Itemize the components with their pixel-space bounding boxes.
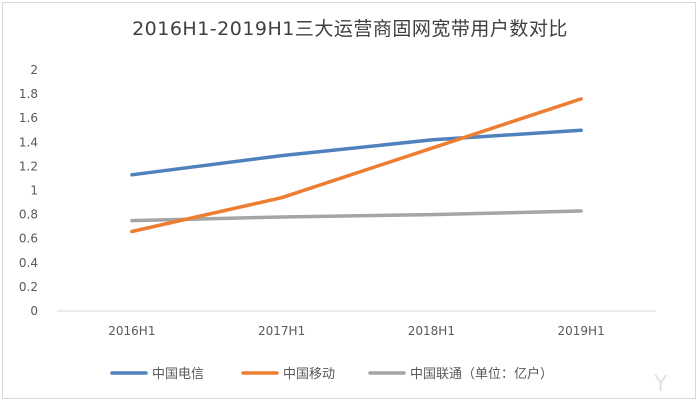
y-tick-label: 0.4 [19, 256, 38, 270]
y-tick-label: 0.8 [19, 208, 38, 222]
x-tick-label: 2019H1 [558, 324, 605, 338]
series-line [130, 97, 583, 234]
legend-label: 中国联通（单位：亿户） [410, 366, 553, 382]
series-line [130, 209, 583, 223]
chart-title: 2016H1-2019H1三大运营商固网宽带用户数对比 [132, 18, 568, 40]
x-tick-label: 2017H1 [258, 324, 305, 338]
y-tick-label: 1.4 [19, 135, 38, 149]
chart-frame [2, 2, 696, 399]
y-tick-label: 0.2 [19, 280, 38, 294]
y-tick-label: 1.6 [19, 111, 38, 125]
y-tick-label: 0 [30, 304, 38, 318]
x-tick-label: 2016H1 [108, 324, 155, 338]
y-tick-label: 0.6 [19, 232, 38, 246]
y-tick-label: 1.2 [19, 159, 38, 173]
legend-label: 中国移动 [283, 367, 335, 382]
watermark-logo-icon: Y [654, 372, 668, 397]
y-tick-label: 1 [30, 184, 38, 198]
x-tick-label: 2018H1 [408, 324, 455, 338]
y-tick-label: 1.8 [19, 87, 38, 101]
series-line [130, 128, 583, 177]
y-tick-label: 2 [30, 63, 38, 77]
legend-label: 中国电信 [152, 367, 204, 382]
